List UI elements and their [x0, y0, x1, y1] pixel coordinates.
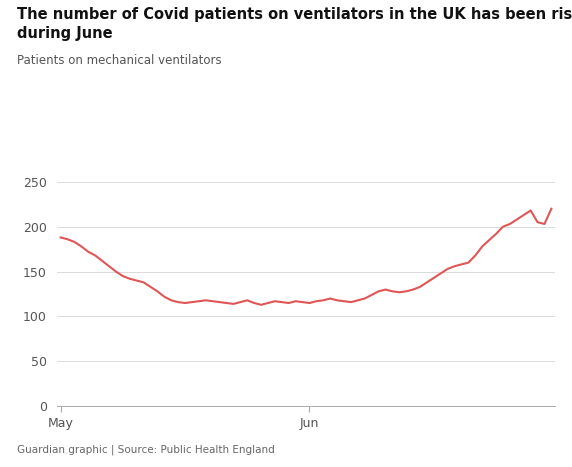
Text: Patients on mechanical ventilators: Patients on mechanical ventilators — [17, 54, 222, 67]
Text: during June: during June — [17, 26, 113, 41]
Text: The number of Covid patients on ventilators in the UK has been rising: The number of Covid patients on ventilat… — [17, 7, 572, 22]
Text: Guardian graphic | Source: Public Health England: Guardian graphic | Source: Public Health… — [17, 445, 275, 455]
